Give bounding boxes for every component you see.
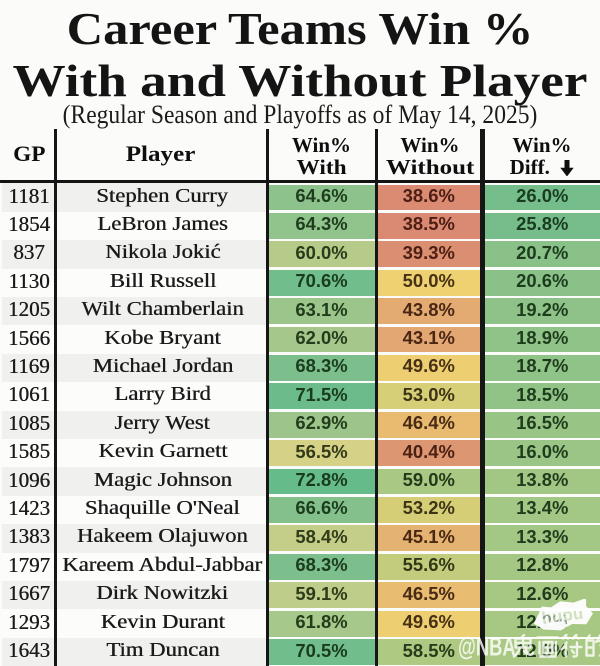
svg-text:@NBA: @NBA bbox=[458, 634, 516, 661]
